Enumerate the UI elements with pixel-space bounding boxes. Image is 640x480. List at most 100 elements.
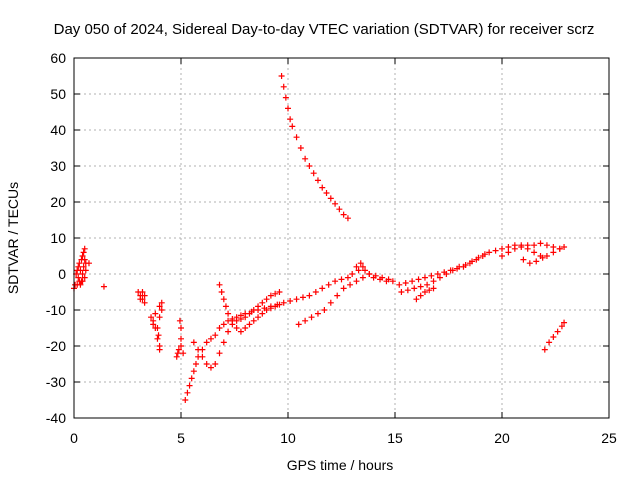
data-point bbox=[344, 274, 351, 281]
data-point bbox=[421, 289, 428, 295]
data-point bbox=[558, 323, 565, 330]
data-point bbox=[430, 285, 437, 292]
data-point bbox=[173, 353, 180, 360]
x-tick-label: 20 bbox=[494, 430, 510, 446]
data-point bbox=[424, 281, 431, 288]
data-point bbox=[302, 155, 309, 162]
data-point bbox=[203, 339, 210, 346]
data-point bbox=[302, 317, 309, 324]
data-point bbox=[426, 287, 433, 294]
data-point bbox=[216, 281, 223, 288]
data-point bbox=[267, 292, 274, 299]
data-point bbox=[220, 339, 227, 346]
data-point bbox=[518, 244, 525, 250]
data-point bbox=[389, 278, 396, 285]
y-tick-label: 60 bbox=[50, 50, 66, 66]
data-point bbox=[195, 346, 202, 353]
y-tick-label: 20 bbox=[50, 194, 66, 210]
data-point bbox=[246, 321, 253, 328]
data-point bbox=[225, 310, 232, 317]
data-point bbox=[255, 303, 262, 310]
data-point bbox=[178, 335, 184, 342]
data-point bbox=[561, 244, 568, 250]
data-point bbox=[141, 299, 148, 306]
data-point bbox=[174, 350, 181, 357]
data-point bbox=[359, 263, 366, 270]
data-point bbox=[237, 328, 244, 335]
data-point bbox=[222, 303, 229, 310]
data-point bbox=[481, 251, 488, 258]
x-tick-label: 0 bbox=[70, 430, 78, 446]
data-point bbox=[246, 310, 253, 317]
data-point bbox=[344, 215, 351, 222]
data-point bbox=[421, 274, 428, 281]
data-point bbox=[199, 353, 206, 360]
series-arc-3h bbox=[135, 289, 148, 306]
data-point bbox=[428, 272, 435, 279]
data-point bbox=[158, 299, 165, 306]
y-tick-label: 50 bbox=[50, 86, 66, 102]
data-point bbox=[220, 321, 227, 328]
data-point bbox=[543, 242, 550, 249]
data-point bbox=[297, 145, 304, 151]
data-point bbox=[359, 274, 366, 281]
data-point bbox=[237, 316, 244, 322]
data-point bbox=[75, 263, 82, 270]
data-point bbox=[156, 314, 163, 321]
series-arc-late-4 bbox=[499, 244, 568, 267]
data-point bbox=[325, 281, 332, 288]
data-point bbox=[362, 267, 369, 274]
data-point bbox=[278, 73, 285, 79]
data-point bbox=[332, 278, 339, 285]
data-point bbox=[155, 332, 162, 339]
data-point bbox=[319, 184, 326, 191]
data-point bbox=[306, 292, 313, 299]
data-point bbox=[150, 321, 157, 328]
series-arc-4.9h bbox=[173, 317, 187, 360]
data-point bbox=[312, 289, 319, 295]
data-point bbox=[385, 276, 392, 283]
data-point bbox=[492, 247, 499, 254]
data-point bbox=[417, 292, 424, 299]
data-point bbox=[280, 299, 287, 306]
data-point bbox=[218, 289, 225, 295]
data-point bbox=[207, 364, 214, 371]
data-point bbox=[353, 263, 360, 270]
data-point bbox=[443, 271, 450, 277]
data-point bbox=[80, 249, 87, 256]
data-point bbox=[314, 310, 321, 317]
data-point bbox=[272, 290, 279, 297]
data-point bbox=[203, 361, 210, 367]
data-point bbox=[76, 260, 83, 267]
data-point bbox=[280, 83, 287, 90]
data-point bbox=[462, 262, 469, 268]
data-point bbox=[79, 253, 86, 259]
data-point bbox=[233, 325, 240, 331]
plot-frame bbox=[73, 57, 610, 419]
data-point bbox=[263, 296, 270, 303]
data-point bbox=[556, 245, 563, 252]
data-point bbox=[139, 289, 146, 295]
data-point bbox=[263, 307, 270, 313]
data-point bbox=[336, 206, 343, 213]
data-point bbox=[413, 296, 420, 303]
data-point bbox=[338, 276, 345, 283]
data-point bbox=[539, 254, 546, 261]
data-point bbox=[282, 94, 289, 101]
data-point bbox=[409, 278, 416, 285]
data-point bbox=[141, 292, 148, 299]
data-point bbox=[229, 317, 236, 324]
data-point bbox=[550, 244, 557, 250]
data-point bbox=[178, 343, 184, 349]
data-point bbox=[154, 335, 161, 342]
data-point bbox=[216, 350, 223, 357]
data-point bbox=[546, 339, 553, 346]
data-point bbox=[190, 339, 197, 346]
data-point bbox=[152, 310, 159, 317]
data-point bbox=[299, 294, 306, 301]
data-point bbox=[225, 328, 232, 335]
series-arc-late-1 bbox=[396, 240, 563, 288]
data-point bbox=[554, 328, 561, 335]
data-point bbox=[216, 325, 223, 331]
